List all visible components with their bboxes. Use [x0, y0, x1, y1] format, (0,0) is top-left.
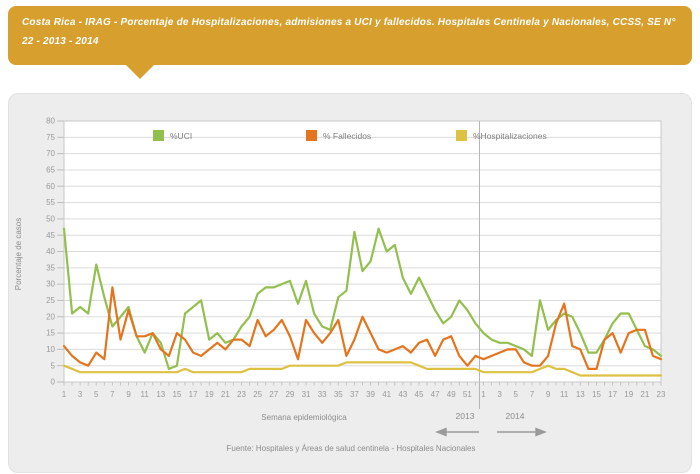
svg-text:23: 23: [657, 390, 666, 399]
svg-text:3: 3: [497, 390, 502, 399]
svg-text:31: 31: [302, 390, 311, 399]
svg-text:15: 15: [592, 390, 601, 399]
svg-text:40: 40: [46, 247, 55, 256]
svg-text:7: 7: [110, 390, 115, 399]
series-line-1: [62, 286, 663, 370]
svg-text:45: 45: [415, 390, 424, 399]
svg-text:33: 33: [318, 390, 327, 399]
svg-text:25: 25: [253, 390, 262, 399]
svg-text:35: 35: [334, 390, 343, 399]
svg-text:11: 11: [141, 390, 150, 399]
svg-text:43: 43: [398, 390, 407, 399]
svg-text:7: 7: [530, 390, 535, 399]
svg-text:41: 41: [382, 390, 391, 399]
svg-text:29: 29: [285, 390, 294, 399]
year-label-2014: 2014: [505, 411, 525, 421]
svg-text:17: 17: [608, 390, 617, 399]
svg-text:1: 1: [62, 390, 67, 399]
y-axis-title: Porcentaje de casos: [13, 217, 23, 291]
svg-text:47: 47: [431, 390, 440, 399]
arrow-right-2014-icon: [535, 427, 547, 437]
svg-text:11: 11: [560, 390, 569, 399]
svg-text:5: 5: [94, 390, 99, 399]
arrow-left-2013-icon: [435, 427, 447, 437]
header-banner: Costa Rica - IRAG - Porcentaje de Hospit…: [8, 6, 692, 65]
svg-text:5: 5: [514, 390, 519, 399]
svg-text:60: 60: [46, 182, 55, 191]
svg-text:21: 21: [640, 390, 649, 399]
svg-text:27: 27: [269, 390, 278, 399]
svg-text:3: 3: [78, 390, 83, 399]
series-line-2: [62, 361, 663, 377]
x-tick-labels: 1 3 5 7 9 11 13 15 17 19 21 23 25 27 29 31 33 35 37 39 41 43 4…: [62, 382, 666, 399]
svg-text:49: 49: [447, 390, 456, 399]
svg-text:80: 80: [46, 117, 55, 126]
svg-text:13: 13: [156, 390, 165, 399]
svg-text:35: 35: [46, 263, 55, 272]
svg-text:25: 25: [46, 296, 55, 305]
svg-text:75: 75: [46, 133, 55, 142]
svg-text:23: 23: [237, 390, 246, 399]
year-label-2013: 2013: [455, 411, 475, 421]
svg-text:20: 20: [46, 312, 55, 321]
y-tick-labels: 0 5 10 15 20 25 30 35 40 45 50 55 60 65 70 75 80: [46, 117, 55, 387]
banner-tail-pointer: [124, 63, 156, 79]
header-title: Costa Rica - IRAG - Porcentaje de Hospit…: [22, 17, 676, 47]
chart-panel: 0 5 10 15 20 25 30 35 40 45 50 55 60 65 70 75 80 1 3 5 7 9 11 1…: [8, 93, 692, 473]
svg-text:65: 65: [46, 166, 55, 175]
svg-text:1: 1: [481, 390, 486, 399]
svg-text:17: 17: [189, 390, 198, 399]
x-axis-title: Semana epidemiológica: [261, 413, 347, 422]
svg-text:55: 55: [46, 198, 55, 207]
svg-text:15: 15: [172, 390, 181, 399]
svg-text:0: 0: [51, 378, 56, 387]
svg-text:10: 10: [46, 345, 55, 354]
year-arrows: [435, 427, 547, 437]
source-note: Fuente: Hospitales y Áreas de salud cent…: [226, 444, 476, 453]
svg-text:37: 37: [350, 390, 359, 399]
svg-text:50: 50: [46, 214, 55, 223]
svg-text:5: 5: [51, 361, 56, 370]
svg-text:15: 15: [46, 329, 55, 338]
svg-text:51: 51: [463, 390, 472, 399]
svg-text:30: 30: [46, 280, 55, 289]
svg-text:39: 39: [366, 390, 375, 399]
svg-text:21: 21: [221, 390, 230, 399]
svg-text:13: 13: [576, 390, 585, 399]
svg-text:9: 9: [126, 390, 131, 399]
svg-text:19: 19: [624, 390, 633, 399]
svg-text:19: 19: [205, 390, 214, 399]
svg-text:45: 45: [46, 231, 55, 240]
svg-text:70: 70: [46, 149, 55, 158]
svg-text:9: 9: [546, 390, 551, 399]
